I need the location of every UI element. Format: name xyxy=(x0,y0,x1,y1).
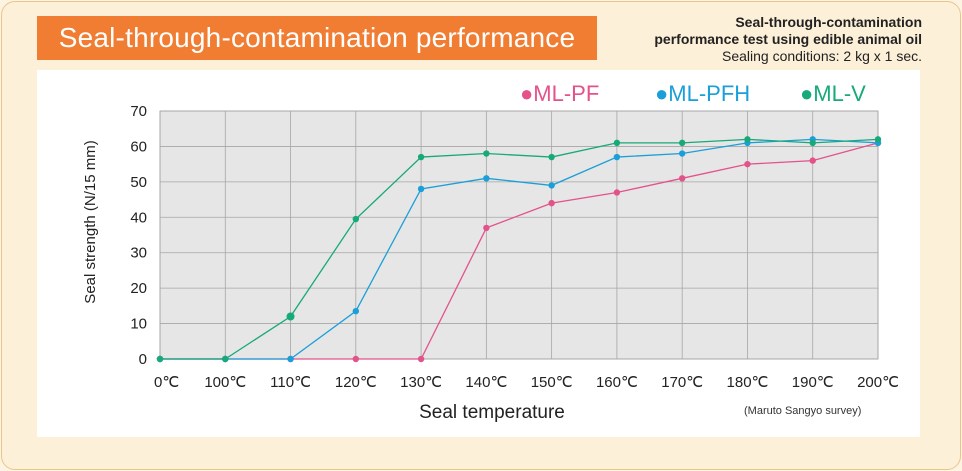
note-line-2: performance test using edible animal oil xyxy=(654,31,922,47)
data-point xyxy=(548,182,555,189)
data-point xyxy=(744,136,751,143)
data-point xyxy=(156,355,164,363)
data-point xyxy=(483,150,490,157)
x-tick-label: 190℃ xyxy=(792,374,834,391)
plot-area xyxy=(159,110,879,360)
survey-footnote: (Maruto Sangyo survey) xyxy=(744,405,862,417)
data-point xyxy=(352,355,360,363)
x-tick-label: 120℃ xyxy=(335,374,377,391)
chart-title-banner: Seal-through-contamination performance xyxy=(37,16,597,60)
x-tick-label: 130℃ xyxy=(400,374,442,391)
y-tick-label: 50 xyxy=(130,174,147,191)
data-point xyxy=(352,215,360,223)
x-tick-label: 200℃ xyxy=(857,374,899,391)
data-point xyxy=(417,355,425,363)
data-point xyxy=(613,153,621,161)
y-tick-label: 30 xyxy=(130,245,147,262)
x-tick-label: 180℃ xyxy=(727,374,769,391)
y-tick-label: 10 xyxy=(130,316,147,333)
y-tick-label: 70 xyxy=(130,103,147,120)
note-line-3: Sealing conditions: 2 kg x 1 sec. xyxy=(721,48,922,64)
legend-entry: ●ML-V xyxy=(800,81,866,106)
data-point xyxy=(548,153,555,161)
y-tick-label: 60 xyxy=(130,138,147,155)
legend-entry: ●ML-PF xyxy=(520,81,599,106)
data-point xyxy=(809,157,816,164)
data-point xyxy=(613,139,621,147)
data-point xyxy=(417,185,425,193)
data-point xyxy=(874,136,882,143)
y-tick-label: 40 xyxy=(130,209,147,226)
test-conditions-note: Seal-through-contamination performance t… xyxy=(654,14,922,65)
series-line-1 xyxy=(160,138,879,360)
x-tick-label: 110℃ xyxy=(270,374,311,391)
y-axis-title: Seal strength (N/15 mm) xyxy=(82,140,99,303)
note-line-1: Seal-through-contamination xyxy=(735,14,922,30)
x-tick-label: 150℃ xyxy=(531,374,573,391)
y-tick-label: 20 xyxy=(130,280,147,297)
data-point xyxy=(548,199,555,207)
data-point xyxy=(809,139,816,147)
legend-entry: ●ML-PFH xyxy=(655,81,750,106)
data-point xyxy=(678,139,686,147)
x-axis-title: Seal temperature xyxy=(419,402,565,423)
data-point xyxy=(352,307,360,315)
data-point xyxy=(483,224,490,232)
x-tick-label: 170℃ xyxy=(661,374,703,391)
x-tick-label: 0℃ xyxy=(154,374,179,391)
x-tick-label: 100℃ xyxy=(204,374,246,391)
data-point xyxy=(222,355,229,363)
data-point xyxy=(613,189,621,196)
data-point xyxy=(678,175,686,182)
data-point xyxy=(287,355,294,363)
data-point xyxy=(483,175,490,182)
y-tick-label: 0 xyxy=(139,351,147,368)
data-point xyxy=(417,153,425,161)
data-point xyxy=(286,312,295,321)
x-tick-label: 140℃ xyxy=(465,374,507,391)
data-point xyxy=(744,160,751,168)
series-line-2 xyxy=(160,138,879,360)
x-tick-label: 160℃ xyxy=(596,374,638,391)
data-point xyxy=(678,150,686,157)
